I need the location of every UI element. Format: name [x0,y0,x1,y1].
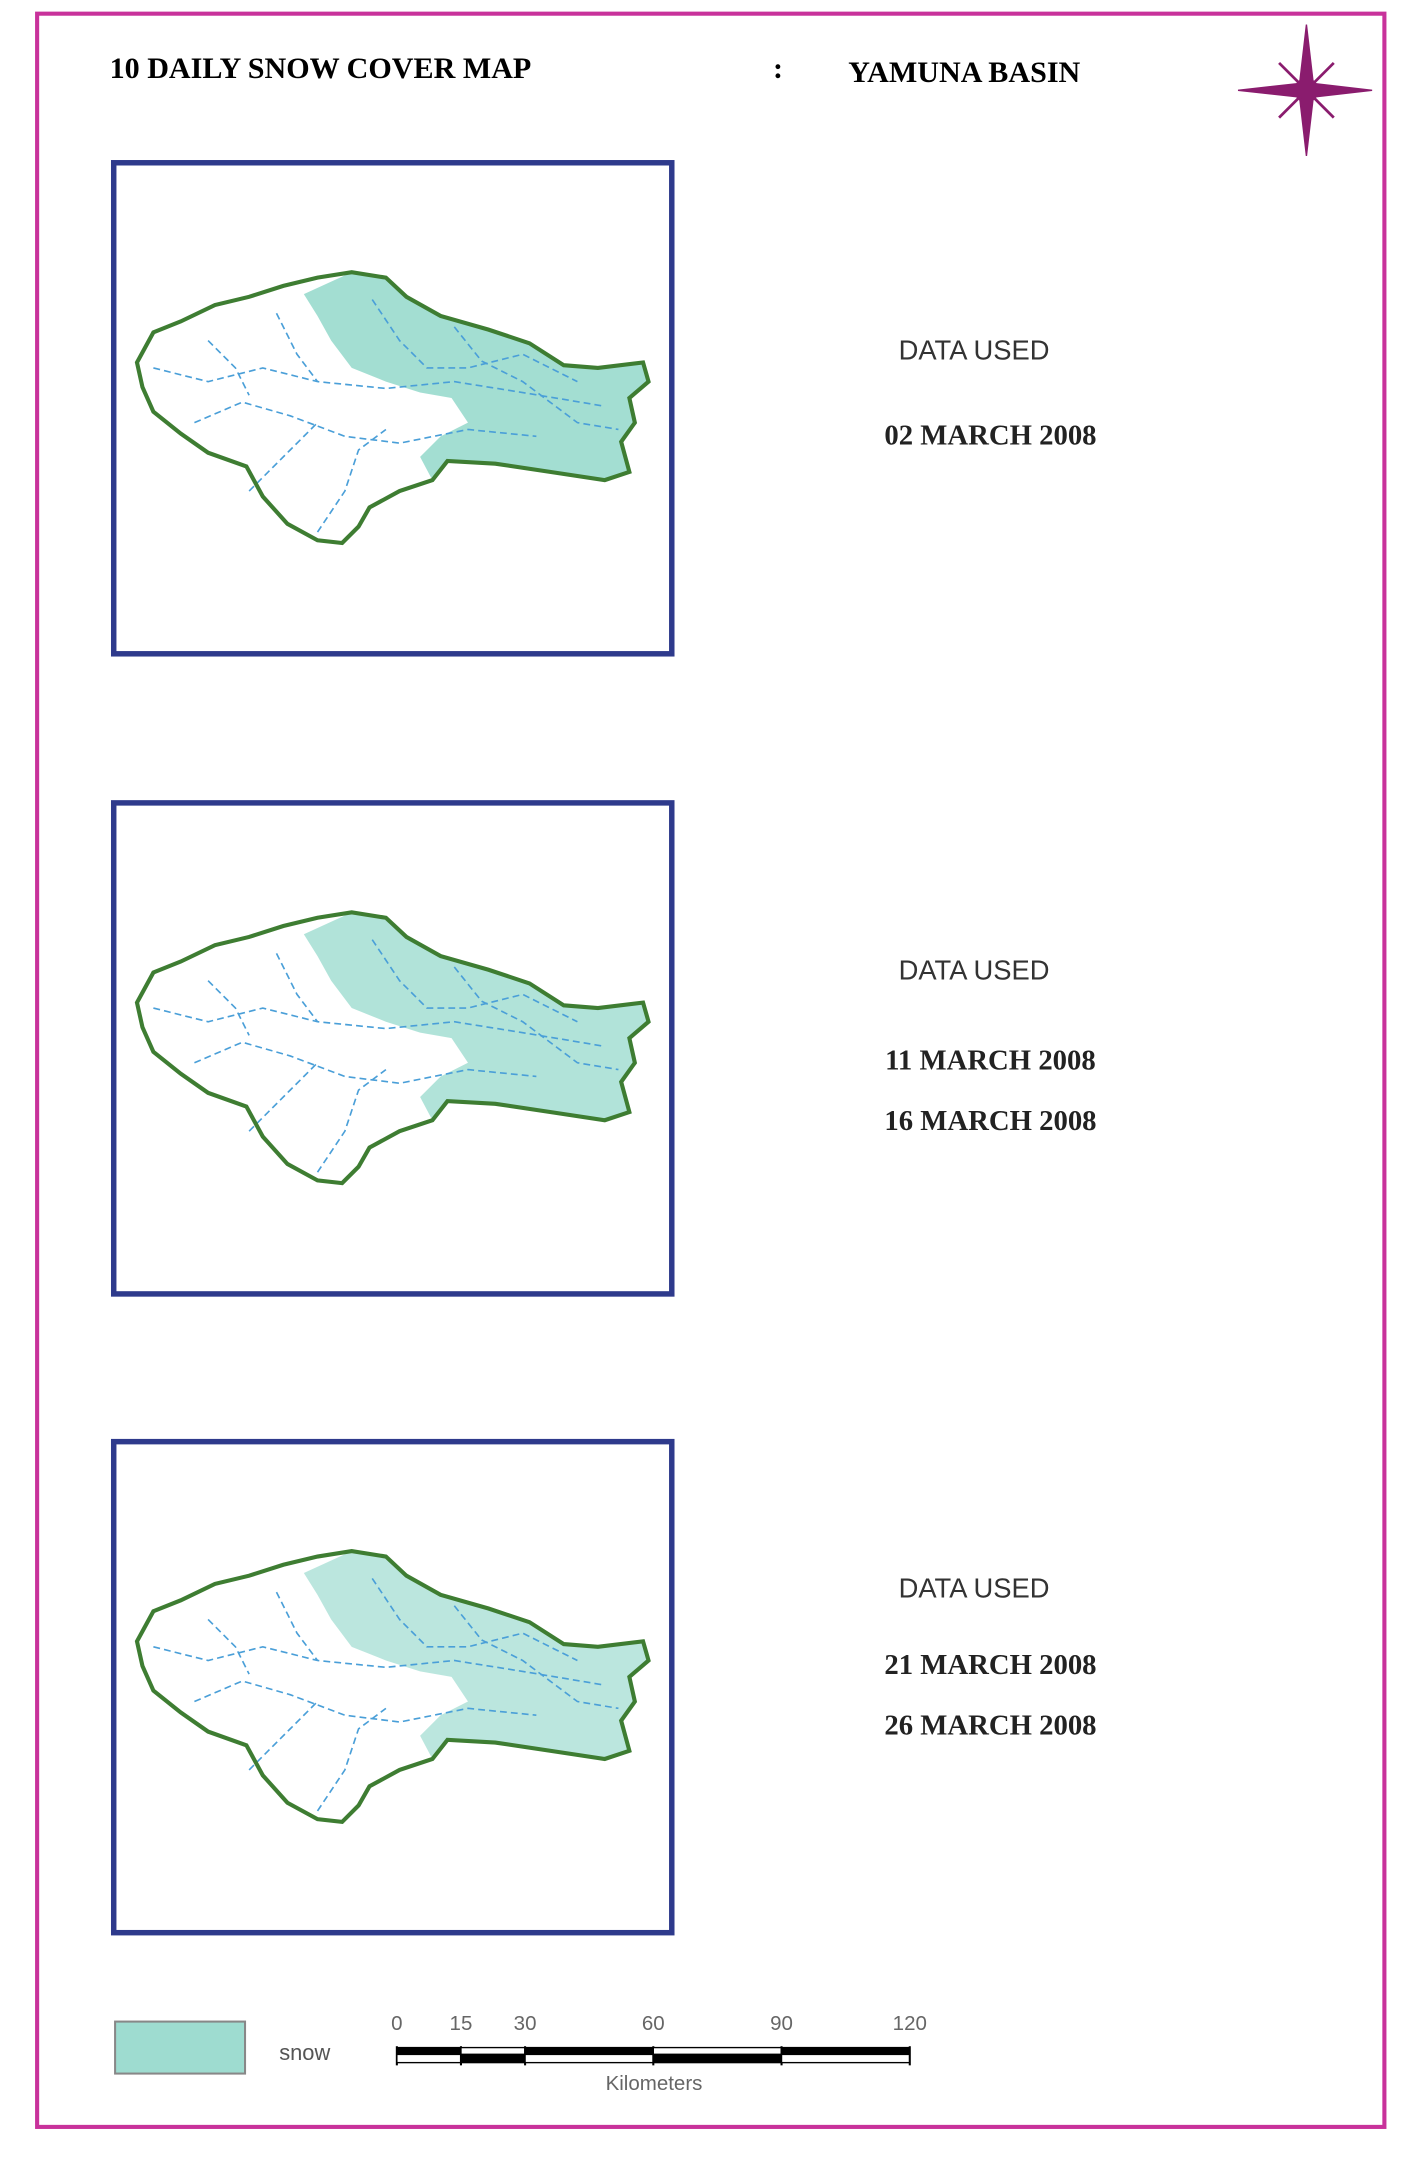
scale-segment [780,2046,911,2056]
scale-tick-label: 0 [391,2012,402,2035]
scale-segment [652,2046,783,2056]
scale-segment [524,2053,654,2064]
map-panel: DATA USED 02 MARCH 2008 [110,160,1097,657]
legend: snow [114,2020,330,2075]
basin-name: YAMUNA BASIN [848,55,1080,89]
scale-tick-label: 120 [893,2012,927,2035]
scale-segment [460,2046,526,2056]
scale-segment [652,2053,783,2064]
date-label: 26 MARCH 2008 [884,1709,1096,1741]
panels: DATA USED 02 MARCH 2008 DATA USED 11 MARCH … [110,160,1097,1936]
data-used-label: DATA USED [899,335,1050,366]
data-used-label: DATA USED [899,1573,1050,1604]
scale-tick-label: 15 [450,2012,473,2035]
title-separator: : [773,51,783,85]
scale-segment [396,2053,462,2064]
date-label: 21 MARCH 2008 [884,1649,1096,1681]
scale-segment [524,2046,654,2056]
scale-tick-label: 60 [642,2012,665,2035]
scale-segment [396,2046,462,2056]
page-border [35,11,1387,2129]
map-panel: DATA USED 21 MARCH 2008 26 MARCH 2008 [110,1438,1097,1936]
date-label: 02 MARCH 2008 [884,420,1096,452]
scale-segment [780,2053,911,2064]
scale-tick-label: 90 [770,2012,793,2035]
map-title: 10 DAILY SNOW COVER MAP [110,51,532,85]
scale-segment [460,2053,526,2064]
date-label: 16 MARCH 2008 [884,1105,1096,1137]
legend-label: snow [279,2040,330,2065]
north-arrow [1237,24,1373,157]
data-used-label: DATA USED [899,954,1050,985]
scale-unit: Kilometers [606,2072,703,2095]
scale-bar: 0 15 30 60 90 120 Kilometers [391,2012,927,2095]
scale-tick-label: 30 [514,2012,537,2035]
date-label: 11 MARCH 2008 [885,1045,1096,1077]
snow-swatch [114,2020,247,2075]
map-panel: DATA USED 11 MARCH 2008 16 MARCH 2008 [110,800,1097,1297]
